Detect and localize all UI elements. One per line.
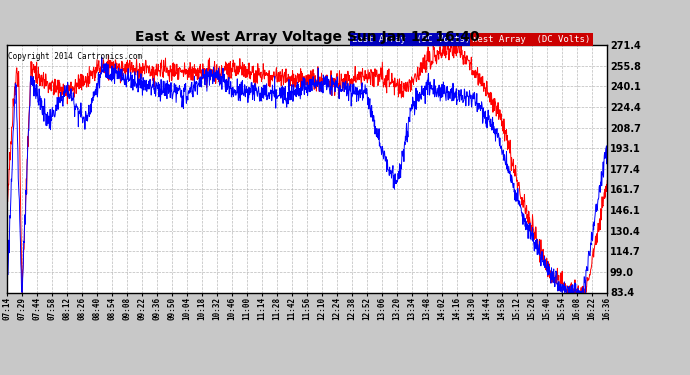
Text: Copyright 2014 Cartronics.com: Copyright 2014 Cartronics.com xyxy=(8,53,141,62)
Text: West Array  (DC Volts): West Array (DC Volts) xyxy=(472,35,591,44)
Title: East & West Array Voltage Sun Jan 12 16:40: East & West Array Voltage Sun Jan 12 16:… xyxy=(135,30,480,44)
Text: East Array  (DC Volts): East Array (DC Volts) xyxy=(352,35,471,44)
